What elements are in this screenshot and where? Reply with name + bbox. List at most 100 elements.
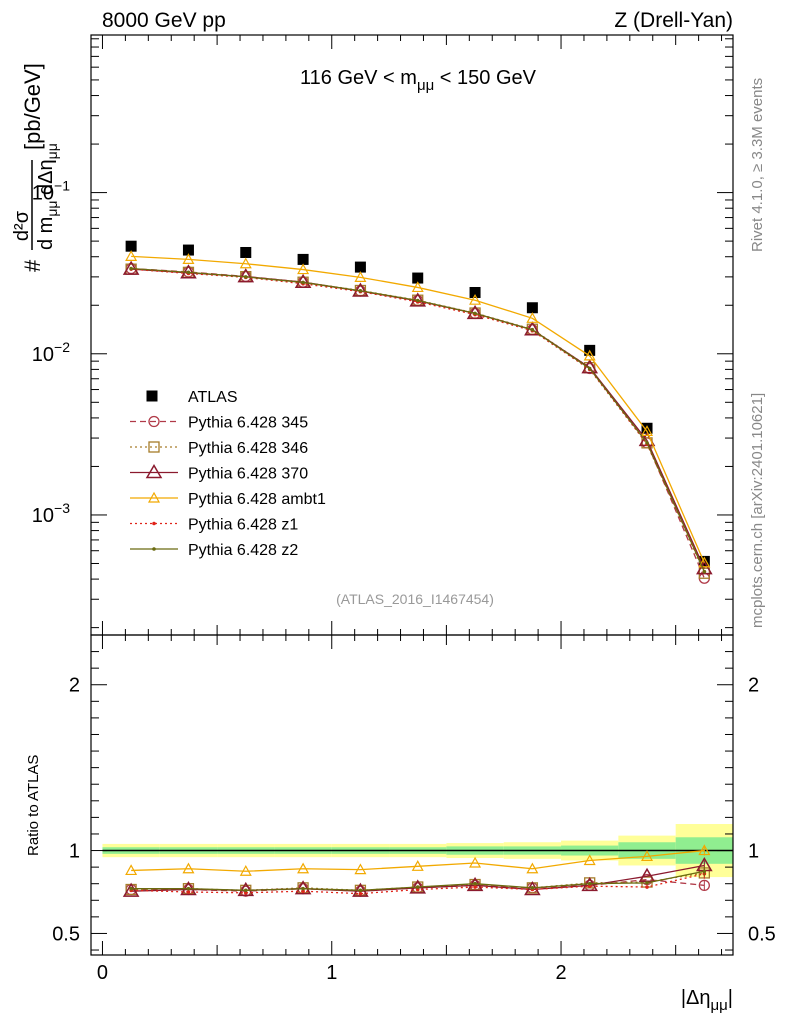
ratio-point-p370 [237,881,255,897]
main-title: 116 GeV < mμμ < 150 GeV [300,67,537,94]
ylabel-unit: [pb/GeV] [20,63,45,150]
point-ambt1 [640,425,654,436]
y-tick-exponent: −3 [54,500,70,516]
point-p370 [237,268,255,283]
x-tick-label: 0 [97,962,108,984]
point-z2 [358,288,363,293]
header-right-label: Z (Drell-Yan) [614,9,733,32]
y-tick-label: 10−2 [32,339,70,366]
ratio-point-z2 [473,881,477,886]
y-tick-exponent: −2 [54,339,70,355]
ratio-point-ambt1 [583,854,596,866]
point-z2 [530,327,535,332]
point-ambt1 [583,349,596,361]
ratio-point-z1 [301,889,305,893]
legend-label-z2: Pythia 6.428 z2 [188,542,298,559]
ratio-point-z2 [358,888,363,893]
ylabel-denominator: d mμμ dΔημμ [35,143,60,250]
point-ambt1 [125,250,138,261]
den-pre: d m [35,217,57,250]
ratio-point-z2 [243,888,248,893]
xlabel-pre: |Δη [681,987,711,1009]
den-sub1: μμ [44,201,60,217]
data-point-atlas [354,261,366,273]
ratio-point-ambt1 [354,863,367,875]
legend-label-p346: Pythia 6.428 346 [188,440,308,457]
ratio-point-ambt1 [125,864,138,876]
point-p370 [696,560,713,575]
analysis-watermark: (ATLAS_2016_I1467454) [336,591,494,607]
point-ambt1 [469,293,482,305]
legend-label-data: ATLAS [188,389,238,406]
ratio-y-axis-label: Ratio to ATLAS [25,755,42,856]
ratio-y-tick-label-right: 1 [748,841,759,863]
series-line-z1 [131,268,705,572]
ratio-axes: 0 1 2 0.5 0.5 1 1 2 2 [52,634,776,984]
point-z2 [702,569,707,574]
legend-marker-p345 [148,415,160,428]
y-tick-base: 10 [32,505,54,527]
point-z2 [645,441,649,445]
legend: ATLAS Pythia 6.428 345 Pythia 6.428 346 Pyt… [130,389,326,559]
main-axes: 10−110−210−3 [32,34,734,636]
legend-marker-z1 [152,521,156,526]
header-left-label: 8000 GeV pp [102,9,226,32]
title-post: < 150 GeV [434,67,536,89]
ratio-point-z1 [473,885,477,889]
ratio-point-z2 [301,886,305,891]
ratio-point-ambt1 [526,862,539,874]
legend-marker-p370 [145,464,163,479]
ratio-y-tick-label: 1 [69,841,80,863]
y-tick-base: 10 [32,344,54,366]
y-tick-exponent: −1 [54,178,70,194]
title-sub: μμ [417,77,434,94]
point-z2 [415,298,420,303]
point-z2 [473,311,477,316]
ratio-point-z2 [587,881,592,886]
ratio-series [122,844,713,897]
ratio-y-tick-label: 0.5 [52,923,80,945]
ratio-y-tick-label: 2 [69,675,80,697]
ratio-y-tick-label-right: 0.5 [748,923,776,945]
legend-label-p370: Pythia 6.428 370 [188,466,308,483]
ratio-point-ambt1 [640,850,654,861]
point-z2 [587,366,592,371]
data-point-atlas [641,422,653,434]
legend-marker-p346 [148,441,160,453]
ratio-point-z2 [186,886,191,891]
data-point-atlas [469,286,481,298]
point-z2 [243,275,248,279]
ratio-point-ambt1 [469,856,482,868]
ratio-point-p370 [122,882,140,897]
ratio-point-z2 [530,886,535,890]
y-tick-label: 10−1 [32,178,70,205]
ratio-point-ambt1 [182,862,195,874]
ratio-point-z1 [243,891,248,895]
ratio-point-ambt1 [239,865,252,876]
legend-marker-ambt1 [147,491,161,503]
data-point-atlas [240,246,252,258]
x-tick-label: 2 [555,962,566,984]
ratio-point-ambt1 [411,860,424,871]
point-p370 [294,273,312,288]
den-sub2: μμ [44,143,60,159]
legend-marker-z2 [152,547,156,551]
xlabel-post: | [728,987,733,1009]
data-point-atlas [182,244,194,256]
point-ambt1 [239,257,252,269]
point-ambt1 [526,312,539,323]
legend-marker-atlas [146,390,158,402]
ratio-point-z1 [645,885,649,889]
ratio-point-z1 [587,884,592,888]
series-line-ambt1 [131,255,705,564]
ratio-point-z1 [358,891,363,896]
data-point-atlas [526,302,538,314]
x-tick-label: 1 [326,962,337,984]
point-z2 [129,266,133,271]
data-point-atlas [412,272,424,284]
data-point-atlas [125,240,137,252]
ratio-y-tick-label-right: 2 [748,675,759,697]
point-ambt1 [182,253,195,265]
ratio-point-p370 [524,881,541,896]
ratio-point-p370 [294,880,312,895]
